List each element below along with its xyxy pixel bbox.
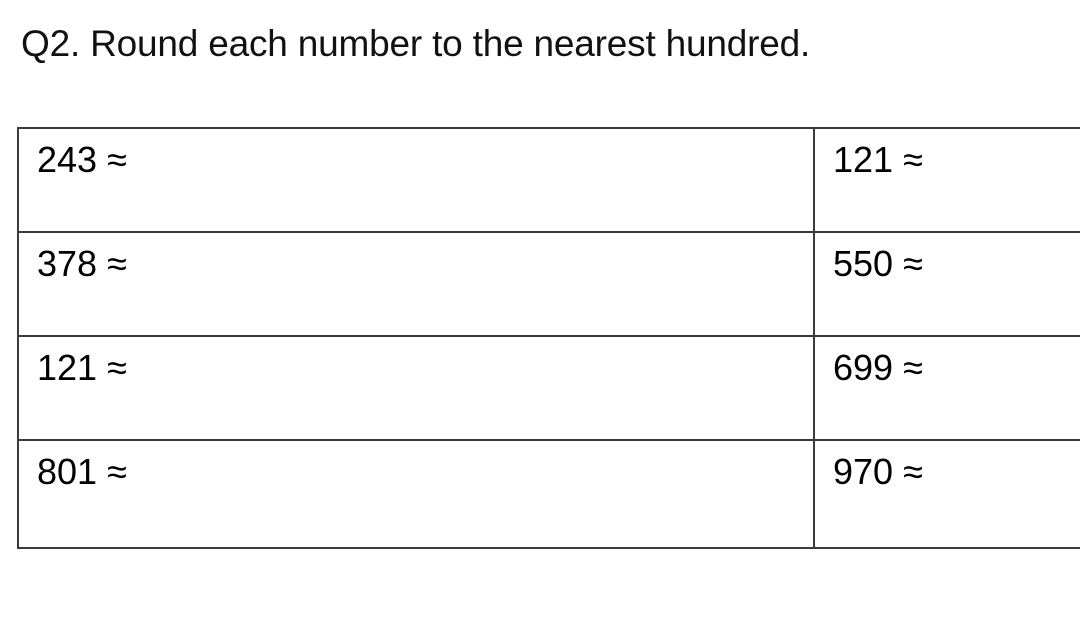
answer-cell-left-4[interactable]: 801 ≈ bbox=[17, 439, 814, 549]
answer-cell-left-3[interactable]: 121 ≈ bbox=[17, 335, 814, 441]
rounding-answer-table: 243 ≈ 121 ≈ 378 ≈ 550 ≈ 121 ≈ bbox=[17, 127, 1080, 549]
answer-cell-right-3[interactable]: 699 ≈ bbox=[813, 335, 1080, 441]
answer-cell-left-2[interactable]: 378 ≈ bbox=[17, 231, 814, 337]
answer-cell-right-1[interactable]: 121 ≈ bbox=[813, 127, 1080, 233]
answer-prompt-text: 121 ≈ bbox=[37, 347, 127, 388]
answer-prompt-text: 970 ≈ bbox=[833, 451, 923, 492]
table-row: 243 ≈ 121 ≈ bbox=[17, 127, 1080, 233]
answer-cell-right-2[interactable]: 550 ≈ bbox=[813, 231, 1080, 337]
table-row: 121 ≈ 699 ≈ bbox=[17, 335, 1080, 441]
answer-prompt-text: 699 ≈ bbox=[833, 347, 923, 388]
answer-cell-right-4[interactable]: 970 ≈ bbox=[813, 439, 1080, 549]
answer-prompt-text: 121 ≈ bbox=[833, 139, 923, 180]
answer-prompt-text: 801 ≈ bbox=[37, 451, 127, 492]
answer-prompt-text: 550 ≈ bbox=[833, 243, 923, 284]
answer-prompt-text: 243 ≈ bbox=[37, 139, 127, 180]
table-body: 243 ≈ 121 ≈ 378 ≈ 550 ≈ 121 ≈ bbox=[17, 127, 1080, 549]
answer-cell-left-1[interactable]: 243 ≈ bbox=[17, 127, 814, 233]
table-row: 378 ≈ 550 ≈ bbox=[17, 231, 1080, 337]
table-row: 801 ≈ 970 ≈ bbox=[17, 439, 1080, 549]
page-title: Q2. Round each number to the nearest hun… bbox=[21, 23, 811, 64]
answer-prompt-text: 378 ≈ bbox=[37, 243, 127, 284]
